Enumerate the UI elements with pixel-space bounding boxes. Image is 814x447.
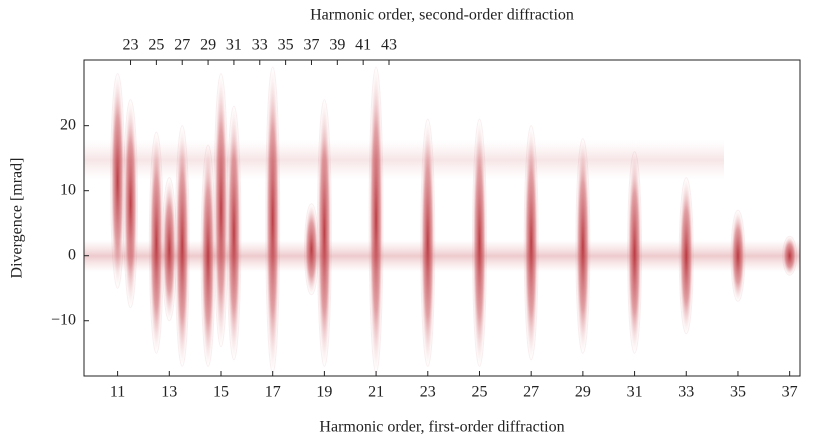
- x-tick-label: 13: [161, 384, 177, 401]
- diffraction-peak: [148, 131, 164, 354]
- x-tick-label: 21: [368, 384, 384, 401]
- x2-tick-label: 29: [200, 37, 216, 54]
- diffraction-peak: [265, 66, 281, 374]
- top-axis-title: Harmonic order, second-order diffraction: [310, 7, 574, 24]
- y-tick-label: 0: [68, 246, 76, 263]
- x-tick-label: 25: [471, 384, 487, 401]
- plot-frame: [83, 59, 801, 377]
- plot-area: [84, 66, 800, 374]
- diffraction-peak: [226, 105, 242, 361]
- diffraction-peak: [782, 235, 798, 276]
- x-tick-label: 29: [575, 384, 591, 401]
- x2-tick-label: 43: [381, 37, 397, 54]
- x2-tick-label: 25: [148, 37, 164, 54]
- x2-tick-label: 39: [329, 37, 345, 54]
- x-tick-label: 27: [523, 384, 539, 401]
- diffraction-peak: [316, 99, 332, 367]
- x-tick-label: 11: [110, 384, 125, 401]
- y-tick-label: 20: [60, 116, 76, 133]
- x-axis-title: Harmonic order, first-order diffraction: [319, 419, 564, 436]
- diffraction-peak: [575, 138, 591, 354]
- x-tick-label: 35: [730, 384, 746, 401]
- y-tick-label: −10: [51, 311, 76, 328]
- diffraction-peak: [420, 118, 436, 367]
- diffraction-peak: [303, 203, 319, 296]
- diffraction-peak: [471, 118, 487, 367]
- x2-tick-label: 41: [355, 37, 371, 54]
- x-tick-label: 31: [627, 384, 643, 401]
- diffraction-peak: [213, 73, 229, 348]
- x-tick-label: 19: [316, 384, 332, 401]
- y-tick-label: 10: [60, 181, 76, 198]
- diffraction-peak: [678, 177, 694, 335]
- x-tick-label: 17: [265, 384, 281, 401]
- x2-tick-label: 35: [278, 37, 294, 54]
- diffraction-peak: [200, 144, 216, 367]
- background-band: [84, 140, 724, 180]
- x2-tick-label: 33: [252, 37, 268, 54]
- diffraction-peak: [730, 209, 746, 302]
- diffraction-peak: [174, 125, 190, 367]
- diffraction-peak: [523, 125, 539, 361]
- x-tick-label: 33: [678, 384, 694, 401]
- x-tick-label: 23: [420, 384, 436, 401]
- diffraction-peak: [161, 177, 177, 322]
- x2-tick-label: 31: [226, 37, 242, 54]
- x-tick-label: 37: [782, 384, 798, 401]
- x2-tick-label: 27: [174, 37, 190, 54]
- diffraction-peak: [627, 151, 643, 354]
- diffraction-peak: [368, 66, 384, 374]
- diffraction-peak: [123, 99, 139, 309]
- x2-tick-label: 23: [123, 37, 139, 54]
- diffraction-peak: [110, 73, 126, 289]
- x2-tick-label: 37: [303, 37, 319, 54]
- y-axis-title: Divergence [mrad]: [9, 158, 26, 279]
- x-tick-label: 15: [213, 384, 229, 401]
